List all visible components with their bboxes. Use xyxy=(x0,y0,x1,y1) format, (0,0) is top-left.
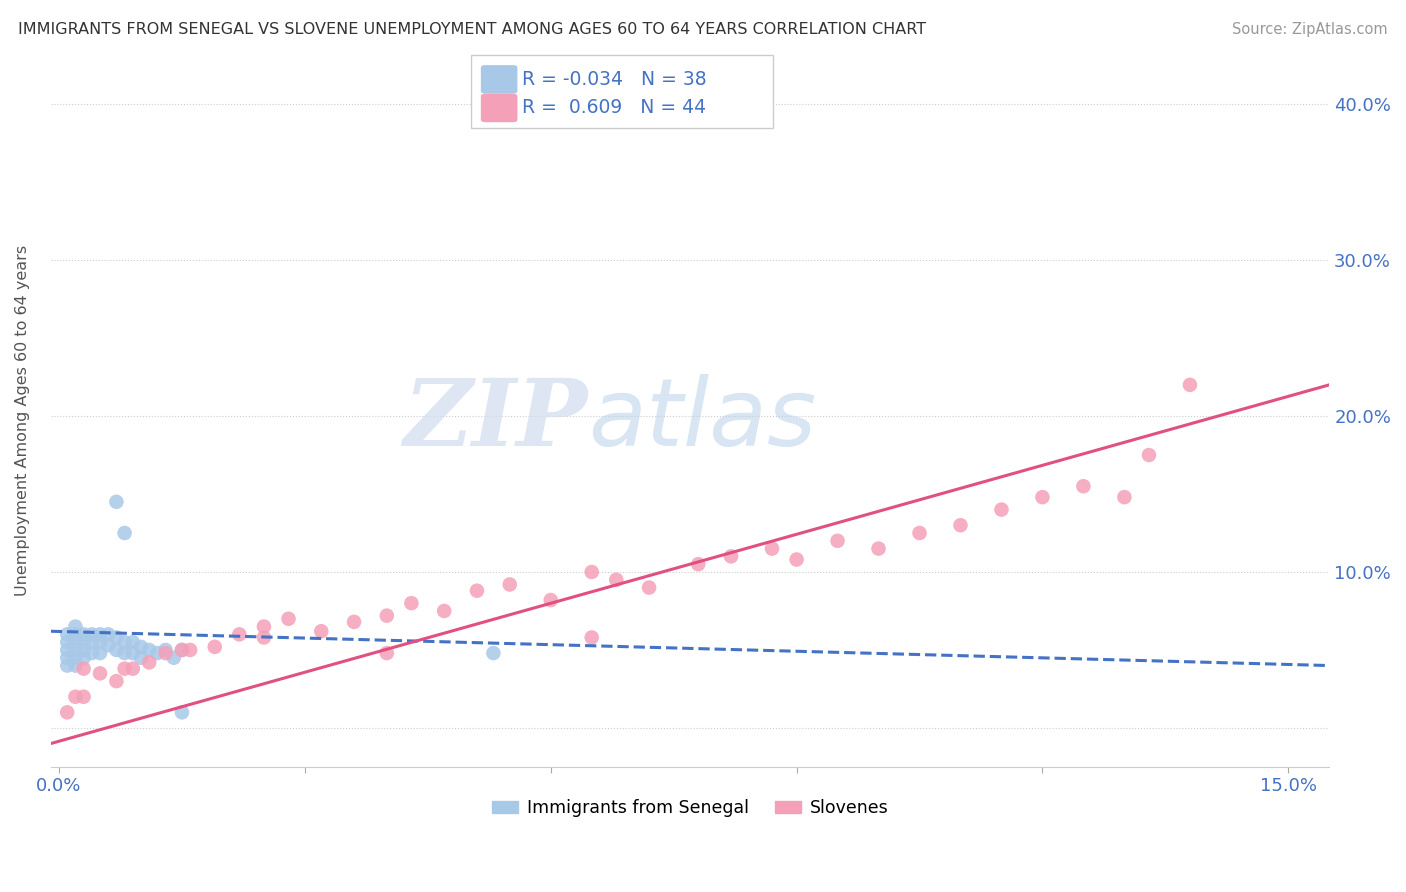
Point xyxy=(65,658,87,673)
Point xyxy=(499,577,522,591)
Point xyxy=(581,631,603,645)
Point xyxy=(105,643,128,657)
Point xyxy=(89,666,111,681)
Point xyxy=(72,690,94,704)
Point xyxy=(688,557,710,571)
Text: atlas: atlas xyxy=(588,375,815,466)
Text: Source: ZipAtlas.com: Source: ZipAtlas.com xyxy=(1232,22,1388,37)
Point xyxy=(990,502,1012,516)
Point xyxy=(540,593,562,607)
Point xyxy=(72,635,94,649)
Point xyxy=(121,635,143,649)
Point xyxy=(908,526,931,541)
Point xyxy=(375,646,398,660)
Point xyxy=(827,533,849,548)
Point xyxy=(638,581,661,595)
Text: ZIP: ZIP xyxy=(404,375,588,465)
Point xyxy=(56,643,79,657)
Legend: Immigrants from Senegal, Slovenes: Immigrants from Senegal, Slovenes xyxy=(485,792,896,824)
Point xyxy=(375,608,398,623)
Point xyxy=(56,706,79,720)
Point xyxy=(343,615,366,629)
Point xyxy=(89,646,111,660)
Text: IMMIGRANTS FROM SENEGAL VS SLOVENE UNEMPLOYMENT AMONG AGES 60 TO 64 YEARS CORREL: IMMIGRANTS FROM SENEGAL VS SLOVENE UNEMP… xyxy=(18,22,927,37)
Point xyxy=(720,549,742,564)
Point xyxy=(170,706,193,720)
Point xyxy=(170,643,193,657)
Point xyxy=(65,643,87,657)
Point xyxy=(581,565,603,579)
Point xyxy=(228,627,250,641)
Point xyxy=(1031,490,1053,504)
Point xyxy=(56,658,79,673)
Point xyxy=(253,631,276,645)
Point xyxy=(170,643,193,657)
Point xyxy=(868,541,890,556)
Point xyxy=(253,619,276,633)
Point xyxy=(138,656,160,670)
Point xyxy=(80,635,103,649)
Point xyxy=(163,650,186,665)
Point xyxy=(65,627,87,641)
Point xyxy=(105,631,128,645)
Point xyxy=(114,646,136,660)
Point xyxy=(72,662,94,676)
Point xyxy=(56,627,79,641)
Point xyxy=(309,624,332,639)
Point xyxy=(949,518,972,533)
Point xyxy=(80,646,103,660)
Point xyxy=(56,635,79,649)
Point xyxy=(129,640,152,654)
Point xyxy=(1114,490,1136,504)
Point xyxy=(121,646,143,660)
Point xyxy=(114,526,136,541)
Point xyxy=(72,627,94,641)
Point xyxy=(72,643,94,657)
Point xyxy=(155,643,177,657)
Point xyxy=(277,612,299,626)
Point xyxy=(146,646,169,660)
Point xyxy=(433,604,456,618)
Point xyxy=(72,650,94,665)
Text: R =  0.609   N = 44: R = 0.609 N = 44 xyxy=(522,98,706,118)
Point xyxy=(65,650,87,665)
Point xyxy=(204,640,226,654)
Point xyxy=(105,495,128,509)
Point xyxy=(89,627,111,641)
Point xyxy=(465,583,488,598)
Point xyxy=(1073,479,1095,493)
Point xyxy=(97,638,120,652)
Point xyxy=(155,646,177,660)
Point xyxy=(1137,448,1160,462)
Point xyxy=(80,627,103,641)
Point xyxy=(401,596,423,610)
Point xyxy=(65,690,87,704)
Point xyxy=(121,662,143,676)
Text: R = -0.034   N = 38: R = -0.034 N = 38 xyxy=(522,70,706,89)
Point xyxy=(114,635,136,649)
Point xyxy=(114,662,136,676)
Point xyxy=(105,674,128,689)
Point xyxy=(761,541,783,556)
Point xyxy=(65,619,87,633)
Point xyxy=(786,552,808,566)
Point xyxy=(138,643,160,657)
Point xyxy=(129,650,152,665)
Point xyxy=(1178,377,1201,392)
Point xyxy=(97,627,120,641)
Y-axis label: Unemployment Among Ages 60 to 64 years: Unemployment Among Ages 60 to 64 years xyxy=(15,244,30,596)
Point xyxy=(179,643,201,657)
Point xyxy=(605,573,627,587)
Point xyxy=(56,650,79,665)
Point xyxy=(89,635,111,649)
Point xyxy=(482,646,505,660)
Point xyxy=(65,635,87,649)
